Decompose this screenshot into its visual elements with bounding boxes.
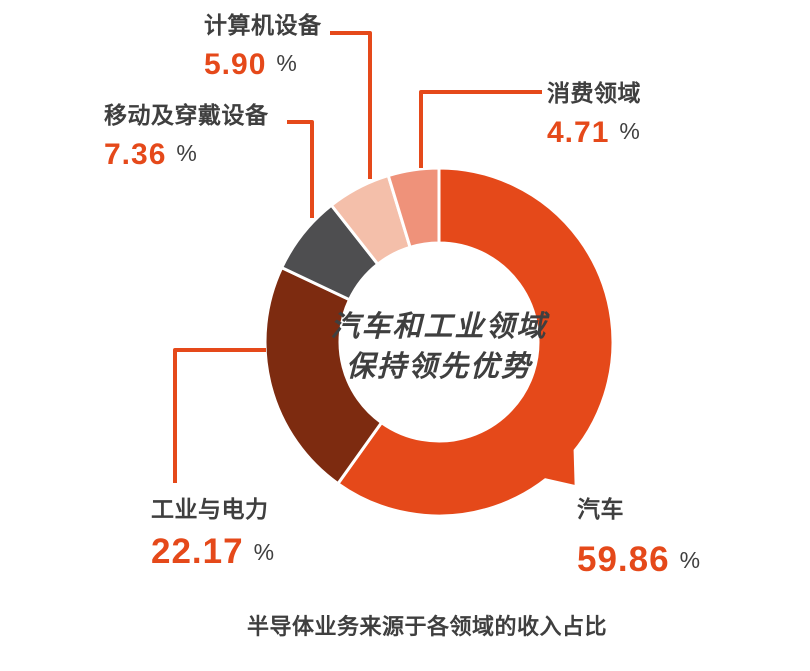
category-name-computer: 计算机设备: [204, 12, 322, 38]
value-row-mobile: 7.36%: [104, 138, 269, 172]
label-computer: 计算机设备 5.90%: [204, 8, 322, 82]
category-name-mobile: 移动及穿戴设备: [104, 102, 269, 128]
leader-line-industrial: [173, 348, 266, 483]
center-text-line-2: 保持领先优势: [345, 351, 533, 383]
category-value-computer: 5.90: [204, 48, 267, 81]
value-row-computer: 5.90%: [204, 48, 322, 82]
category-name-consumer: 消费领域: [547, 80, 641, 106]
percent-sign-computer: %: [276, 50, 297, 76]
category-value-consumer: 4.71: [547, 116, 610, 149]
slice-consumer: [386, 166, 441, 249]
category-value-auto: 59.86: [577, 540, 670, 579]
label-consumer: 消费领域 4.71%: [547, 76, 641, 150]
percent-sign-consumer: %: [619, 118, 640, 144]
label-industrial: 工业与电力 22.17%: [151, 492, 274, 572]
auto-slice-tail-pointer: [536, 439, 575, 485]
category-name-auto: 汽车: [577, 496, 624, 522]
category-value-industrial: 22.17: [151, 532, 244, 571]
percent-sign-mobile: %: [176, 140, 197, 166]
value-row-auto: 59.86%: [577, 540, 700, 580]
value-row-consumer: 4.71%: [547, 116, 641, 150]
label-auto: 汽车 59.86%: [577, 492, 700, 580]
donut-slices: [263, 166, 615, 518]
value-row-industrial: 22.17%: [151, 532, 274, 572]
category-name-industrial: 工业与电力: [151, 496, 269, 522]
category-value-mobile: 7.36: [104, 138, 167, 171]
label-mobile: 移动及穿戴设备 7.36%: [104, 98, 269, 172]
donut-center-text: 汽车和工业领域 保持领先优势: [330, 307, 547, 387]
leader-line-consumer: [419, 90, 542, 168]
leader-line-computer: [330, 31, 372, 179]
slice-auto: [336, 166, 615, 518]
center-text-line-1: 汽车和工业领域: [330, 311, 548, 343]
slice-industrial: [263, 266, 384, 486]
chart-caption: 半导体业务来源于各领域的收入占比: [247, 614, 608, 639]
leader-line-mobile: [287, 120, 314, 218]
percent-sign-auto: %: [679, 547, 701, 573]
percent-sign-industrial: %: [253, 539, 275, 565]
